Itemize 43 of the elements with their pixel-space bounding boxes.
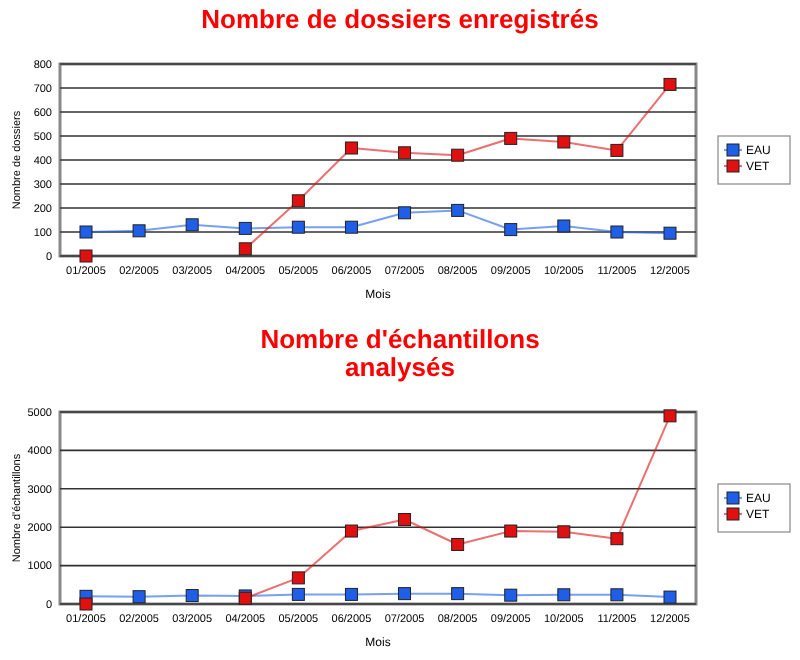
point — [398, 587, 412, 601]
point — [610, 588, 624, 602]
point — [398, 206, 412, 220]
point — [291, 194, 305, 208]
point — [238, 242, 252, 256]
point — [132, 590, 146, 604]
point — [79, 225, 93, 239]
point — [79, 597, 93, 611]
point — [610, 532, 624, 546]
point — [451, 537, 465, 551]
point — [610, 225, 624, 239]
point — [504, 588, 518, 602]
point — [557, 219, 571, 233]
point — [185, 589, 199, 603]
chart-title: Nombre d'échantillons analysés — [260, 324, 540, 382]
point — [398, 513, 412, 527]
point — [344, 220, 358, 234]
point — [344, 587, 358, 601]
point — [398, 146, 412, 160]
point — [451, 148, 465, 162]
point — [185, 218, 199, 232]
point — [344, 524, 358, 538]
point — [663, 590, 677, 604]
point — [451, 203, 465, 217]
point — [557, 135, 571, 149]
point — [504, 131, 518, 145]
point — [132, 224, 146, 238]
point — [663, 409, 677, 423]
point — [557, 525, 571, 539]
point — [610, 143, 624, 157]
point — [291, 571, 305, 585]
point — [238, 221, 252, 235]
point — [504, 223, 518, 237]
point — [663, 77, 677, 91]
point — [557, 588, 571, 602]
point — [79, 249, 93, 263]
point — [291, 587, 305, 601]
point — [344, 141, 358, 155]
chart-title: Nombre de dossiers enregistrés — [201, 4, 599, 34]
point — [504, 524, 518, 538]
point — [451, 587, 465, 601]
point — [291, 220, 305, 234]
point — [663, 226, 677, 240]
